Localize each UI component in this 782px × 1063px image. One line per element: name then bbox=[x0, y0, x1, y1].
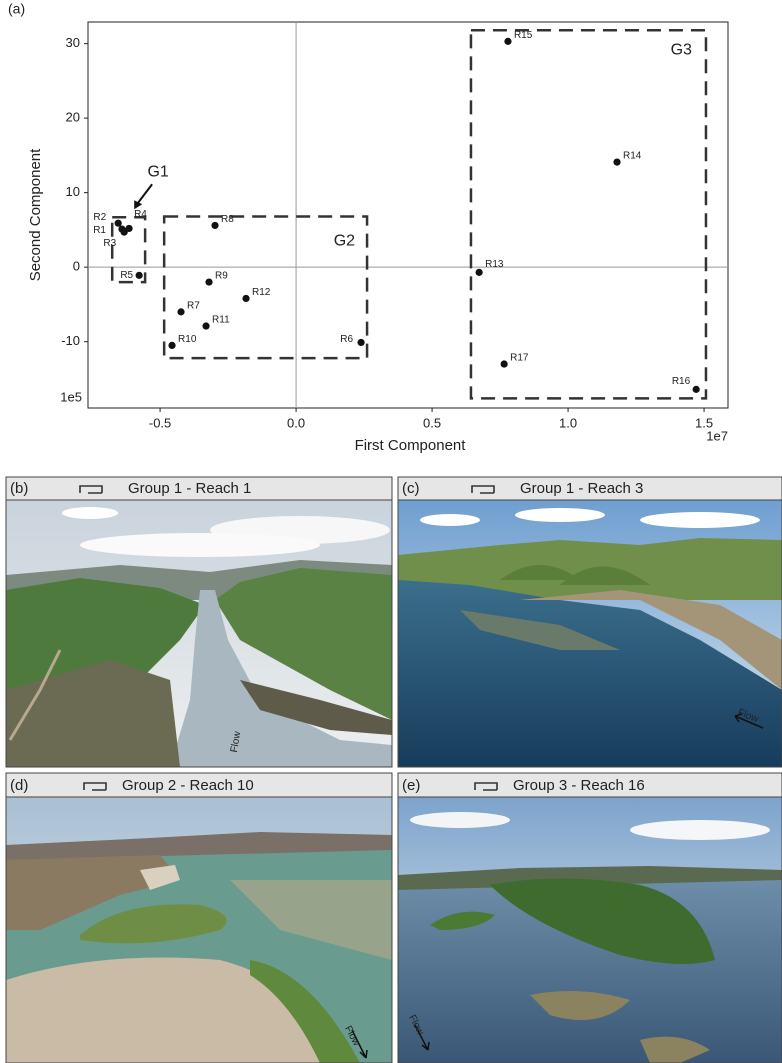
panel-letter: (d) bbox=[10, 777, 28, 794]
panel-letter: (e) bbox=[402, 777, 420, 794]
panel-title: Group 2 - Reach 10 bbox=[122, 777, 254, 794]
point-label: R15 bbox=[514, 30, 533, 41]
panel-title: Group 3 - Reach 16 bbox=[513, 777, 645, 794]
axes-frame bbox=[88, 22, 728, 408]
point-label: R4 bbox=[134, 209, 147, 220]
point-label: R7 bbox=[187, 301, 200, 312]
point bbox=[242, 295, 249, 302]
y-axis-label: Second Component bbox=[27, 148, 44, 281]
point bbox=[504, 38, 511, 45]
panel-title: Group 1 - Reach 1 bbox=[128, 480, 251, 497]
y-tick-label: 0 bbox=[73, 259, 80, 274]
group-label: G1 bbox=[147, 163, 168, 180]
y-offset-label: 1e5 bbox=[60, 389, 82, 404]
point bbox=[115, 220, 122, 227]
x-offset-label: 1e7 bbox=[706, 428, 728, 443]
point-label: R11 bbox=[212, 315, 230, 326]
y-tick-label: 20 bbox=[66, 110, 80, 125]
panel-title: Group 1 - Reach 3 bbox=[520, 480, 643, 497]
point-label: R1 bbox=[93, 225, 106, 236]
photo-panel bbox=[6, 773, 392, 1063]
y-tick-label: -10 bbox=[61, 333, 80, 348]
point bbox=[125, 225, 132, 232]
point-label: R17 bbox=[510, 353, 529, 364]
point bbox=[136, 272, 143, 279]
group-box bbox=[471, 30, 706, 398]
point-label: R12 bbox=[252, 287, 271, 298]
figure: (a) First Component Second Component 1e7… bbox=[0, 0, 782, 1063]
point-label: R14 bbox=[623, 151, 642, 162]
photo-panel bbox=[398, 477, 782, 767]
x-tick-label: -0.5 bbox=[149, 415, 171, 430]
x-axis-label: First Component bbox=[355, 437, 467, 454]
y-tick-label: 30 bbox=[66, 35, 80, 50]
point-label: R5 bbox=[120, 270, 133, 281]
point bbox=[476, 269, 483, 276]
point bbox=[205, 278, 212, 285]
point-label: R2 bbox=[93, 212, 106, 223]
point-label: R8 bbox=[221, 214, 234, 225]
x-tick-label: 0.5 bbox=[423, 415, 441, 430]
point-label: R13 bbox=[485, 259, 504, 270]
point bbox=[177, 308, 184, 315]
point bbox=[357, 339, 364, 346]
point-label: R9 bbox=[215, 271, 228, 282]
x-tick-label: 0.0 bbox=[287, 415, 305, 430]
plot-area: -0.5 0.0 0.5 1.0 1.5 -10 0 10 20 30 G1 G2 G3 R1 R2 R3 R4… bbox=[61, 22, 728, 430]
panel-letter: (b) bbox=[10, 480, 28, 497]
point bbox=[168, 342, 175, 349]
point-label: R3 bbox=[103, 238, 116, 249]
point-label: R16 bbox=[672, 376, 691, 387]
group-label: G2 bbox=[334, 233, 355, 250]
x-tick-label: 1.0 bbox=[559, 415, 577, 430]
point bbox=[613, 158, 620, 165]
photo-panel bbox=[6, 477, 392, 767]
panel-letter: (c) bbox=[402, 480, 420, 497]
point-label: R6 bbox=[340, 334, 353, 345]
photo-panel bbox=[398, 773, 782, 1063]
panel-label: (a) bbox=[8, 1, 25, 17]
group-label: G3 bbox=[671, 41, 692, 58]
point bbox=[202, 322, 209, 329]
point bbox=[211, 222, 218, 229]
y-tick-label: 10 bbox=[66, 184, 80, 199]
group-arrow bbox=[136, 184, 152, 205]
x-tick-label: 1.5 bbox=[695, 415, 713, 430]
point bbox=[693, 386, 700, 393]
point-label: R10 bbox=[178, 334, 197, 345]
point bbox=[501, 360, 508, 367]
